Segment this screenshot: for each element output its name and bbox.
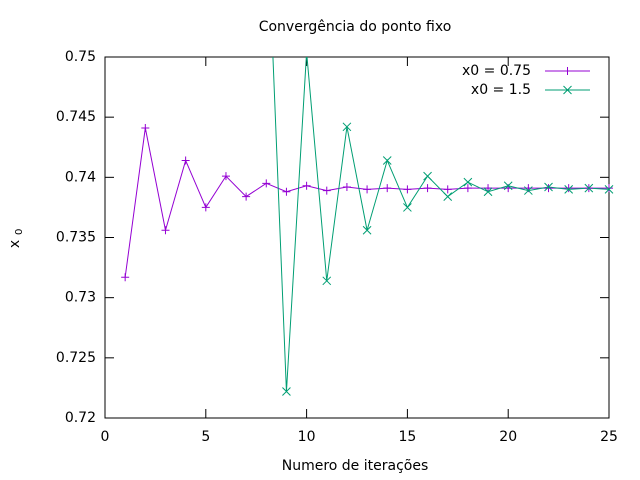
marker [282, 387, 291, 396]
marker [242, 192, 251, 201]
x-tick-label: 10 [298, 429, 316, 445]
marker [322, 186, 331, 195]
marker [181, 156, 190, 165]
x-tick-label: 5 [201, 429, 210, 445]
series-line [124, 127, 609, 278]
marker [443, 185, 452, 194]
marker [605, 184, 613, 193]
marker [463, 184, 472, 193]
y-axis-label-subscript: 0 [14, 229, 25, 235]
plot-frame [104, 56, 610, 419]
y-tick-label: 0.74 [65, 169, 96, 185]
marker [564, 185, 574, 194]
marker [544, 184, 553, 193]
legend-label: x0 = 0.75 [462, 63, 531, 79]
marker [282, 187, 291, 196]
y-tick-label: 0.725 [56, 350, 96, 366]
marker [201, 203, 210, 212]
marker [363, 185, 372, 194]
series-line [272, 57, 609, 392]
x-tick-label: 0 [101, 429, 110, 445]
y-axis-label: x [7, 240, 23, 248]
y-tick-label: 0.73 [65, 290, 96, 306]
marker [141, 123, 150, 132]
marker [484, 184, 493, 193]
marker [221, 172, 230, 181]
x-tick-label: 20 [499, 429, 517, 445]
y-axis-label-group: x 0 [7, 229, 25, 249]
marker [463, 177, 473, 187]
marker [503, 181, 513, 191]
plot-area [124, 57, 609, 392]
y-tick-label: 0.745 [56, 109, 96, 125]
marker [362, 225, 372, 235]
marker [382, 156, 392, 165]
marker [161, 226, 170, 235]
marker [403, 185, 412, 194]
x-tick-label: 15 [398, 429, 416, 445]
marker [423, 171, 432, 181]
marker [383, 184, 392, 193]
x-tick-label: 25 [600, 429, 618, 445]
legend-marker [563, 67, 572, 75]
chart-title: Convergência do ponto fixo [259, 19, 452, 35]
marker [322, 276, 332, 286]
marker [443, 192, 453, 201]
y-tick-label: 0.72 [65, 410, 96, 426]
marker [584, 183, 594, 193]
y-tick-label: 0.75 [65, 49, 96, 65]
marker [524, 186, 533, 195]
marker [423, 184, 432, 193]
marker [544, 182, 553, 192]
y-tick-label: 0.735 [56, 230, 96, 246]
legend-label: x0 = 1.5 [471, 82, 531, 98]
marker [121, 273, 130, 282]
marker [483, 187, 493, 197]
marker [342, 122, 352, 132]
x-axis-label: Numero de iterações [282, 458, 429, 474]
marker [262, 179, 271, 188]
marker [403, 203, 412, 212]
marker [342, 182, 351, 191]
marker [302, 181, 311, 190]
marker [604, 185, 614, 194]
marker [564, 184, 573, 193]
legend-marker [563, 85, 572, 95]
